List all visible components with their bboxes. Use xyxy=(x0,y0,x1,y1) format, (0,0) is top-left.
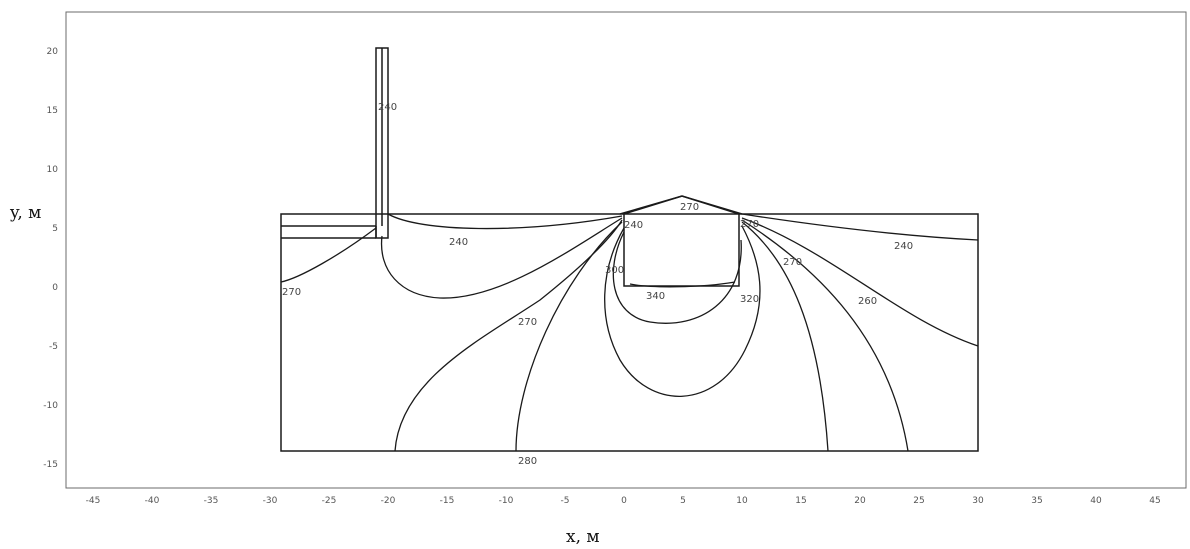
y-tick-label: 20 xyxy=(47,47,59,57)
contour-label: 240 xyxy=(624,220,643,231)
isotherm-line xyxy=(605,226,760,396)
x-tick-label: 40 xyxy=(1090,496,1102,506)
y-tick-label: 0 xyxy=(52,283,58,293)
x-tick-label: 35 xyxy=(1031,496,1042,506)
x-tick-labels: -45 -40 -35 -30 -25 -20 -15 -10 -5 0 5 1… xyxy=(86,496,1161,506)
isotherm-line xyxy=(388,214,622,229)
y-tick-label: 15 xyxy=(47,106,58,116)
contour-label: 240 xyxy=(449,237,468,248)
x-tick-label: 20 xyxy=(854,496,866,506)
x-tick-label: -15 xyxy=(440,496,455,506)
contour-label: 270 xyxy=(282,287,301,298)
y-axis-label: y, м xyxy=(9,203,41,223)
y-tick-label: -15 xyxy=(43,460,58,470)
x-tick-label: -5 xyxy=(561,496,570,506)
y-tick-label: -5 xyxy=(49,342,58,352)
contour-label: 240 xyxy=(378,102,397,113)
x-axis-label: x, м xyxy=(566,527,600,547)
x-tick-label: 25 xyxy=(913,496,924,506)
isotherms xyxy=(281,214,978,451)
contour-label: 260 xyxy=(858,296,877,307)
contour-label: 320 xyxy=(740,294,759,305)
x-tick-label: 15 xyxy=(795,496,806,506)
contour-label: 270 xyxy=(740,219,759,230)
y-tick-labels: 20 15 10 5 0 -5 -10 -15 xyxy=(43,47,58,470)
soil-domain-outline xyxy=(281,214,978,451)
isotherm-line xyxy=(281,228,376,282)
x-tick-label: -10 xyxy=(499,496,514,506)
x-tick-label: -40 xyxy=(145,496,160,506)
contour-label: 280 xyxy=(518,456,537,467)
contour-label: 270 xyxy=(518,317,537,328)
x-tick-label: -25 xyxy=(322,496,337,506)
isotherm-line xyxy=(382,218,622,298)
x-tick-label: -35 xyxy=(204,496,219,506)
x-tick-label: -30 xyxy=(263,496,278,506)
isotherm-line xyxy=(613,232,741,323)
plot-frame xyxy=(66,12,1186,488)
isotherm-line xyxy=(516,222,622,451)
y-tick-label: 10 xyxy=(47,165,59,175)
contour-label: 270 xyxy=(783,257,802,268)
y-tick-label: -10 xyxy=(43,401,58,411)
x-tick-label: -45 xyxy=(86,496,101,506)
y-tick-label: 5 xyxy=(52,224,58,234)
isotherm-line xyxy=(395,220,622,451)
x-tick-label: 30 xyxy=(972,496,984,506)
contour-label: 300 xyxy=(605,265,624,276)
x-tick-label: -20 xyxy=(381,496,396,506)
x-tick-label: 5 xyxy=(680,496,686,506)
x-tick-label: 45 xyxy=(1149,496,1160,506)
contour-label: 340 xyxy=(646,291,665,302)
contour-label: 270 xyxy=(680,202,699,213)
x-tick-label: 0 xyxy=(621,496,627,506)
isotherm-line xyxy=(742,214,978,240)
contour-label: 240 xyxy=(894,241,913,252)
x-tick-label: 10 xyxy=(736,496,748,506)
